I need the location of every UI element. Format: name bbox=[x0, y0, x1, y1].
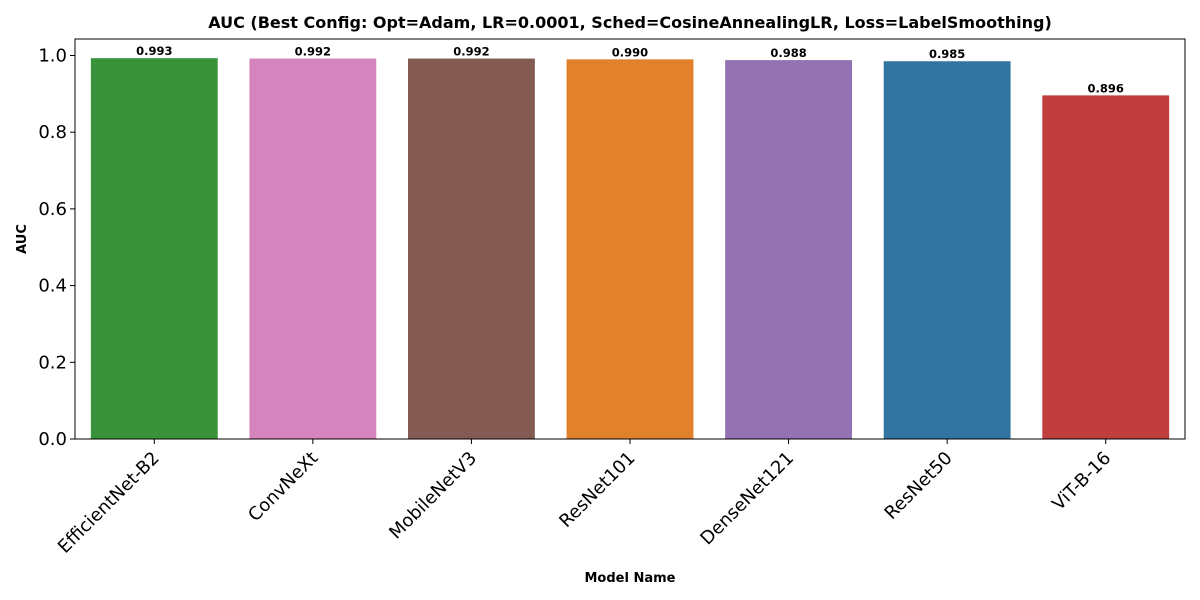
y-tick-label: 0.0 bbox=[38, 429, 67, 450]
x-axis-label: Model Name bbox=[585, 571, 676, 586]
y-axis: 0.0 0.2 0.4 0.6 0.8 1.0 bbox=[38, 45, 75, 450]
x-axis: EfficientNet-B2 ConvNeXt MobileNetV3 ResNet… bbox=[54, 439, 1115, 558]
x-tick-label: MobileNetV3 bbox=[385, 448, 481, 544]
x-tick-label: ResNet50 bbox=[881, 448, 957, 524]
bar-value-label: 0.988 bbox=[770, 46, 806, 60]
y-axis-label: AUC bbox=[15, 224, 30, 254]
bar-efficientnet-b2 bbox=[90, 58, 218, 440]
bar-convnext bbox=[249, 58, 377, 440]
x-tick-label: ConvNeXt bbox=[244, 448, 322, 526]
bar-resnet50 bbox=[883, 61, 1011, 439]
bar-resnet101 bbox=[566, 59, 694, 439]
bar-value-label: 0.992 bbox=[295, 45, 331, 59]
bar-value-label: 0.990 bbox=[612, 45, 648, 59]
y-tick-label: 1.0 bbox=[38, 45, 67, 66]
x-tick-label: ViT-B-16 bbox=[1048, 448, 1115, 515]
bar-value-label: 0.992 bbox=[453, 45, 489, 59]
y-tick-label: 0.6 bbox=[38, 199, 67, 220]
y-tick-label: 0.8 bbox=[38, 122, 67, 143]
y-tick-label: 0.4 bbox=[38, 276, 67, 297]
bar-mobilenetv3 bbox=[408, 58, 535, 440]
chart-title: AUC (Best Config: Opt=Adam, LR=0.0001, S… bbox=[208, 13, 1052, 32]
bar-value-label: 0.993 bbox=[136, 44, 172, 58]
y-tick-label: 0.2 bbox=[38, 352, 67, 373]
x-tick-label: ResNet101 bbox=[555, 448, 639, 532]
bar-vit-b-16 bbox=[1042, 95, 1170, 439]
bar-densenet121 bbox=[725, 60, 852, 439]
x-tick-label: DenseNet121 bbox=[696, 448, 798, 550]
bar-value-label: 0.985 bbox=[929, 47, 965, 61]
bar-value-label: 0.896 bbox=[1088, 81, 1124, 95]
x-tick-label: EfficientNet-B2 bbox=[54, 448, 164, 558]
bars-layer bbox=[90, 58, 1170, 440]
value-labels-layer: 0.993 0.992 0.992 0.990 0.988 0.985 0.896 bbox=[136, 44, 1124, 95]
